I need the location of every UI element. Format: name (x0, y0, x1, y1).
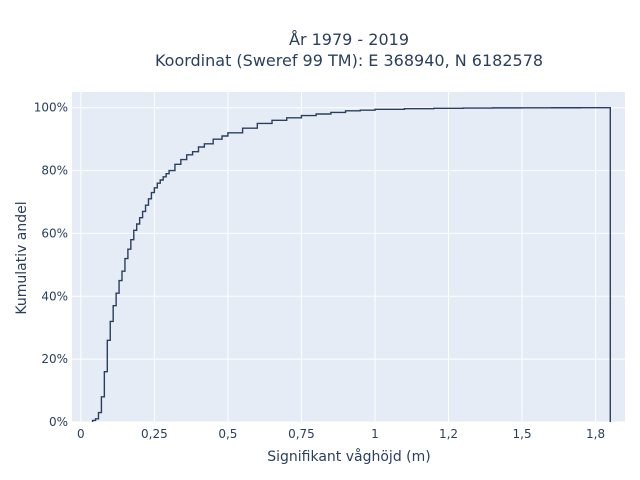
x-tick-label: 0,5 (218, 427, 237, 441)
x-tick-label: 1 (371, 427, 379, 441)
y-tick-label: 80% (41, 164, 68, 178)
chart-title-line-1: År 1979 - 2019 (289, 30, 409, 49)
x-tick-label: 0,75 (288, 427, 315, 441)
chart-title-line-2: Koordinat (Sweref 99 TM): E 368940, N 61… (155, 51, 543, 70)
x-tick-label: 0 (77, 427, 85, 441)
x-gridlines (80, 92, 597, 422)
plot-area (72, 92, 625, 422)
y-tick-labels: 0% 20% 40% 60% 80% 100% (34, 101, 68, 429)
x-tick-label: 0,25 (141, 427, 168, 441)
y-tick-label: 20% (41, 352, 68, 366)
x-axis-label: Signifikant våghöjd (m) (267, 448, 430, 465)
x-tick-label: 1,5 (513, 427, 532, 441)
y-tick-label: 60% (41, 226, 68, 240)
x-tick-label: 1,2 (439, 427, 458, 441)
y-tick-label: 0% (49, 415, 68, 429)
y-tick-label: 100% (34, 101, 68, 115)
x-tick-label: 1,8 (586, 427, 605, 441)
y-axis-label: Kumulativ andel (14, 201, 30, 314)
ecdf-step-line (91, 107, 611, 422)
y-tick-label: 40% (41, 289, 68, 303)
x-tick-labels: 0 0,25 0,5 0,75 1 1,2 1,5 1,8 (77, 427, 605, 441)
